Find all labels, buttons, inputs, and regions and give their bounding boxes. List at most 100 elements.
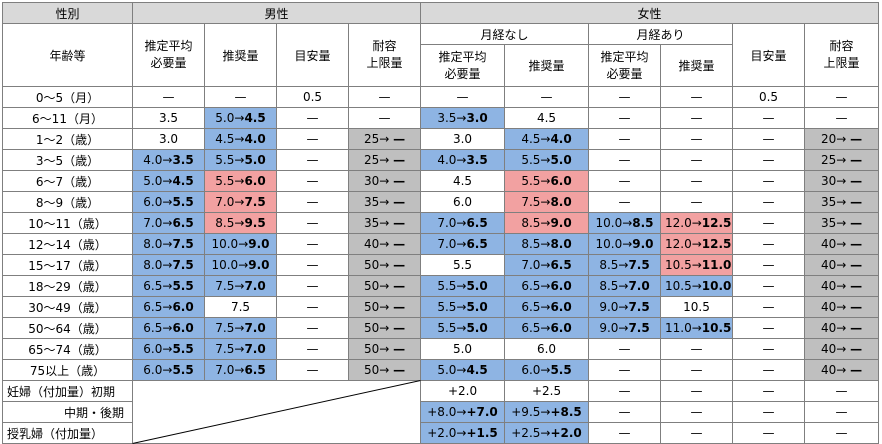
- value-cell: 50→ —: [347, 359, 422, 381]
- value-cell: 30→ —: [347, 170, 422, 192]
- value-cell: —: [347, 86, 422, 108]
- value-cell: 50→ —: [347, 254, 422, 276]
- table-row: 0〜5（月） — —0.5— — — — —0.5—: [2, 86, 880, 108]
- value-cell: 3.5: [132, 107, 205, 129]
- value-cell: —: [204, 86, 277, 108]
- header-menses-ear: 推定平均 必要量: [588, 44, 662, 87]
- age-label: 10〜11（歳）: [2, 212, 133, 234]
- value-cell: 7.0→6.5: [420, 212, 506, 234]
- value-cell: 35→ —: [347, 212, 422, 234]
- header-male-ear: 推定平均 必要量: [132, 23, 205, 87]
- value-cell: 8.5→9.0: [504, 212, 590, 234]
- value-cell: 6.0→5.5: [132, 191, 205, 213]
- value-cell: 6.0: [504, 338, 590, 360]
- value-cell: —: [588, 128, 662, 150]
- value-cell: 6.5→6.0: [132, 317, 205, 339]
- value-cell: 5.5→5.0: [204, 149, 277, 171]
- value-cell: —: [732, 401, 806, 423]
- value-cell: 5.5→5.0: [504, 149, 590, 171]
- value-cell: 4.0→3.5: [420, 149, 506, 171]
- value-cell: —: [660, 149, 734, 171]
- value-cell: 6.0→5.5: [132, 359, 205, 381]
- value-cell: —: [588, 422, 662, 444]
- value-cell: 25→ —: [347, 149, 422, 171]
- value-cell: 20→ —: [804, 128, 880, 150]
- male-not-applicable-cell: [131, 380, 422, 444]
- table-row: 3〜5（歳） 4.0→3.5 5.5→5.0—25→ —4.0→3.5 5.5→5.0…: [2, 149, 880, 171]
- header-female-ul: 耐容 上限量: [804, 23, 880, 87]
- value-cell: 40→ —: [804, 317, 880, 339]
- value-cell: 7.5→7.0: [204, 275, 277, 297]
- value-cell: 7.0→6.5: [504, 254, 590, 276]
- value-cell: 40→ —: [347, 233, 422, 255]
- value-cell: —: [588, 149, 662, 171]
- value-cell: 4.5→4.0: [504, 128, 590, 150]
- value-cell: 7.5: [204, 296, 277, 318]
- value-cell: 6.5→6.0: [132, 296, 205, 318]
- value-cell: 5.0→4.5: [204, 107, 277, 129]
- value-cell: —: [276, 212, 349, 234]
- value-cell: —: [804, 107, 880, 129]
- value-cell: —: [347, 107, 422, 129]
- value-cell: 0.5: [276, 86, 349, 108]
- value-cell: 35→ —: [804, 191, 880, 213]
- value-cell: 40→ —: [804, 338, 880, 360]
- value-cell: —: [276, 338, 349, 360]
- age-label: 65〜74（歳）: [2, 338, 133, 360]
- value-cell: —: [276, 317, 349, 339]
- value-cell: —: [588, 338, 662, 360]
- value-cell: —: [732, 233, 806, 255]
- value-cell: 50→ —: [347, 317, 422, 339]
- value-cell: —: [276, 359, 349, 381]
- value-cell: —: [732, 149, 806, 171]
- value-cell: —: [588, 191, 662, 213]
- value-cell: 40→ —: [804, 254, 880, 276]
- value-cell: 0.5: [732, 86, 806, 108]
- value-cell: 10.0→9.0: [588, 233, 662, 255]
- age-label: 50〜64（歳）: [2, 317, 133, 339]
- value-cell: —: [588, 380, 662, 402]
- header-no-menses-rda: 推奨量: [504, 44, 590, 87]
- age-label: 3〜5（歳）: [2, 149, 133, 171]
- value-cell: 8.0→7.5: [132, 233, 205, 255]
- value-cell: 6.5→6.0: [504, 296, 590, 318]
- header-no-menses: 月経なし: [420, 23, 590, 45]
- value-cell: 7.5→8.0: [504, 191, 590, 213]
- table-row: 15〜17（歳） 8.0→7.5 10.0→9.0—50→ —5.5 7.0→6.5 8…: [2, 254, 880, 276]
- age-label: 6〜7（歳）: [2, 170, 133, 192]
- value-cell: 4.5: [420, 170, 506, 192]
- value-cell: 5.5→5.0: [420, 275, 506, 297]
- value-cell: 8.5→7.0: [588, 275, 662, 297]
- table-row: 6〜7（歳） 5.0→4.5 5.5→6.0—30→ —4.5 5.5→6.0— — —3…: [2, 170, 880, 192]
- age-label: 0〜5（月）: [2, 86, 133, 108]
- value-cell: —: [132, 86, 205, 108]
- value-cell: —: [732, 212, 806, 234]
- table-row: 授乳婦（付加量） +2.0→+1.5 +2.5→+2.0— — — —: [2, 422, 880, 444]
- value-cell: —: [276, 296, 349, 318]
- table-row: 6〜11（月） 3.5 5.0→4.5— —3.5→3.0 4.5— — — —: [2, 107, 880, 129]
- value-cell: 6.5→6.0: [504, 317, 590, 339]
- header-gender: 性別: [2, 2, 133, 24]
- value-cell: 4.5: [504, 107, 590, 129]
- value-cell: 5.5→6.0: [204, 170, 277, 192]
- age-label: 6〜11（月）: [2, 107, 133, 129]
- table-row: 12〜14（歳） 8.0→7.5 10.0→9.0—40→ —7.0→6.5 8.5→…: [2, 233, 880, 255]
- value-cell: +2.0: [420, 380, 506, 402]
- value-cell: —: [660, 170, 734, 192]
- value-cell: —: [588, 401, 662, 423]
- age-label: 8〜9（歳）: [2, 191, 133, 213]
- value-cell: 50→ —: [347, 338, 422, 360]
- value-cell: 8.5→8.0: [504, 233, 590, 255]
- value-cell: 35→ —: [347, 191, 422, 213]
- value-cell: —: [732, 422, 806, 444]
- value-cell: +2.5→+2.0: [504, 422, 590, 444]
- age-label: 75以上（歳）: [2, 359, 133, 381]
- age-label: 30〜49（歳）: [2, 296, 133, 318]
- value-cell: 5.5→5.0: [420, 317, 506, 339]
- value-cell: 40→ —: [804, 233, 880, 255]
- table-row: 10〜11（歳） 7.0→6.5 8.5→9.5—35→ —7.0→6.5 8.5→9…: [2, 212, 880, 234]
- value-cell: —: [804, 86, 880, 108]
- header-male-rda: 推奨量: [204, 23, 277, 87]
- value-cell: 6.5→5.5: [132, 275, 205, 297]
